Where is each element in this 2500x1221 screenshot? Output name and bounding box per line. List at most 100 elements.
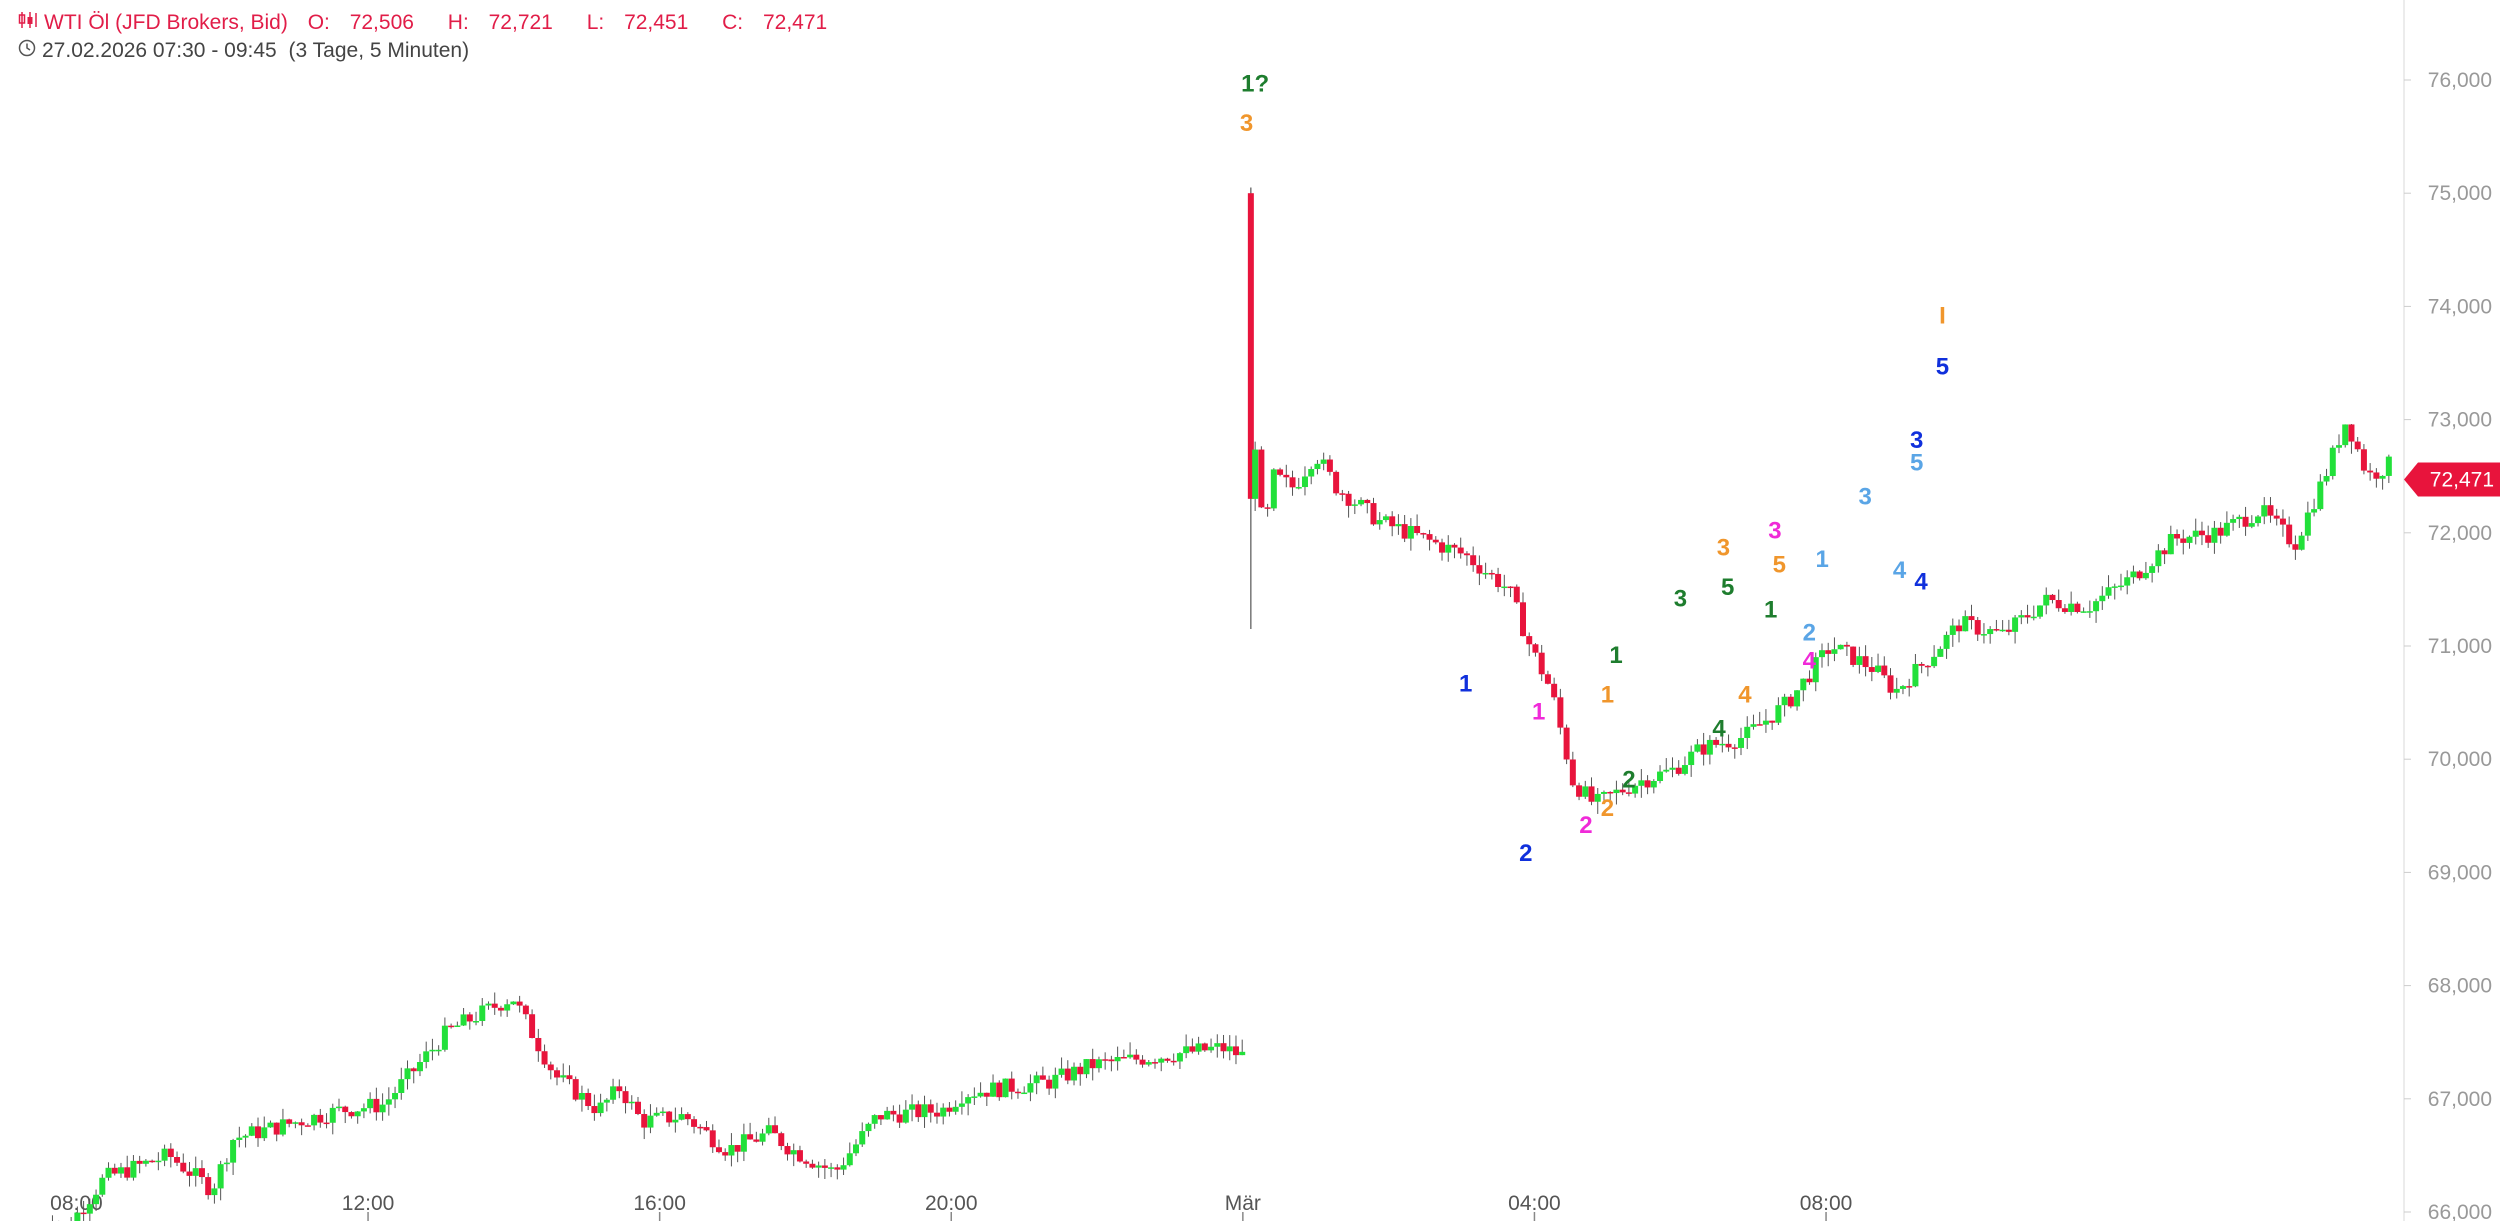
candle-body xyxy=(1632,785,1639,794)
interval-info: (3 Tage, 5 Minuten) xyxy=(288,39,470,62)
date-range: 27.02.2026 07:30 - 09:45 xyxy=(42,39,277,62)
candle-body xyxy=(747,1134,754,1140)
wave-label: 4 xyxy=(1803,648,1817,675)
candle-body xyxy=(1800,678,1807,691)
candle-body xyxy=(1463,553,1470,556)
instrument-name[interactable]: WTI Öl (JFD Brokers, Bid) xyxy=(44,11,288,34)
candle-body xyxy=(1551,683,1558,698)
candle-body xyxy=(1170,1060,1177,1063)
candle-body xyxy=(1762,720,1769,725)
candle-body xyxy=(1283,474,1290,478)
candle-body xyxy=(1139,1059,1146,1065)
candle-body xyxy=(1862,656,1869,668)
candle-body xyxy=(709,1130,716,1148)
candle-body xyxy=(1414,525,1421,534)
candle-body xyxy=(815,1165,822,1168)
candle-body xyxy=(958,1103,965,1107)
candle-body xyxy=(1868,667,1875,672)
candle-body xyxy=(703,1127,710,1131)
candle-body xyxy=(1526,636,1533,645)
candle-body xyxy=(859,1131,866,1145)
candle-body xyxy=(821,1165,828,1168)
candle-body xyxy=(2005,629,2012,632)
candle-body xyxy=(2043,594,2050,606)
wave-label: 1 xyxy=(1609,642,1622,669)
candle-body xyxy=(946,1107,953,1112)
y-tick-label: 71,000 xyxy=(2428,635,2492,658)
candle-body xyxy=(1812,657,1819,683)
candlestick-icon[interactable] xyxy=(18,11,38,35)
candle-body xyxy=(2236,516,2243,520)
candle-body xyxy=(1881,665,1888,676)
candle-body xyxy=(1887,675,1894,693)
candle-body xyxy=(1507,586,1514,589)
candle-body xyxy=(2255,516,2262,524)
last-price-marker xyxy=(2404,462,2500,497)
candle-body xyxy=(1613,789,1620,794)
candle-body xyxy=(915,1104,922,1118)
candle-body xyxy=(2367,470,2374,473)
candle-body xyxy=(2242,516,2249,527)
candle-body xyxy=(2286,524,2293,545)
candle-body xyxy=(1314,463,1321,470)
candle-body xyxy=(2379,475,2386,479)
candle-body xyxy=(1912,663,1919,687)
candle-body xyxy=(2130,571,2137,578)
candle-body xyxy=(578,1092,585,1100)
candle-body xyxy=(255,1126,262,1139)
y-tick-label: 70,000 xyxy=(2428,748,2492,771)
candle-body xyxy=(1220,1043,1227,1052)
candle-body xyxy=(2230,519,2237,523)
candle-body xyxy=(360,1108,367,1112)
candle-body xyxy=(167,1148,174,1158)
x-tick-label: Mär xyxy=(1225,1192,1261,1215)
wave-label: 1 xyxy=(1764,597,1777,624)
candle-body xyxy=(448,1025,455,1028)
candle-body xyxy=(99,1177,106,1195)
candle-body xyxy=(1893,688,1900,693)
candle-body xyxy=(1451,544,1458,548)
candle-body xyxy=(1669,767,1676,770)
candle-body xyxy=(2080,611,2087,613)
candle-body xyxy=(1326,459,1333,472)
candle-body xyxy=(2068,603,2075,612)
candle-body xyxy=(2248,523,2255,527)
candle-body xyxy=(1252,449,1259,499)
candle-body xyxy=(965,1097,972,1104)
candle-body xyxy=(1114,1056,1121,1062)
candle-body xyxy=(485,1003,492,1006)
candle-body xyxy=(1519,602,1526,637)
candle-body xyxy=(385,1099,392,1105)
candle-body xyxy=(491,1003,498,1008)
candle-body xyxy=(1638,780,1645,786)
candle-body xyxy=(2273,515,2280,519)
candle-body xyxy=(180,1162,187,1172)
candle-body xyxy=(840,1165,847,1170)
y-tick-label: 69,000 xyxy=(2428,861,2492,884)
wave-label: 3 xyxy=(1858,484,1871,511)
candle-body xyxy=(697,1126,704,1129)
candle-body xyxy=(1351,504,1358,506)
candle-body xyxy=(1089,1059,1096,1069)
candle-body xyxy=(647,1115,654,1128)
candle-body xyxy=(1083,1059,1090,1075)
candle-body xyxy=(1837,644,1844,650)
candle-body xyxy=(1033,1075,1040,1084)
candle-body xyxy=(1569,759,1576,786)
candle-body xyxy=(2093,601,2100,612)
candle-body xyxy=(142,1160,149,1164)
candle-body xyxy=(111,1167,118,1174)
candle-body xyxy=(1607,791,1614,794)
candle-body xyxy=(416,1062,423,1072)
candle-body xyxy=(1339,493,1346,495)
candle-body xyxy=(1831,649,1838,654)
candle-body xyxy=(1476,565,1483,574)
candle-body xyxy=(298,1122,305,1126)
candle-body xyxy=(715,1147,722,1153)
candle-body xyxy=(2205,535,2212,543)
candle-body xyxy=(80,1212,87,1215)
candle-body xyxy=(510,1001,517,1005)
high-label: H: xyxy=(447,11,469,34)
candle-body xyxy=(1071,1066,1078,1081)
